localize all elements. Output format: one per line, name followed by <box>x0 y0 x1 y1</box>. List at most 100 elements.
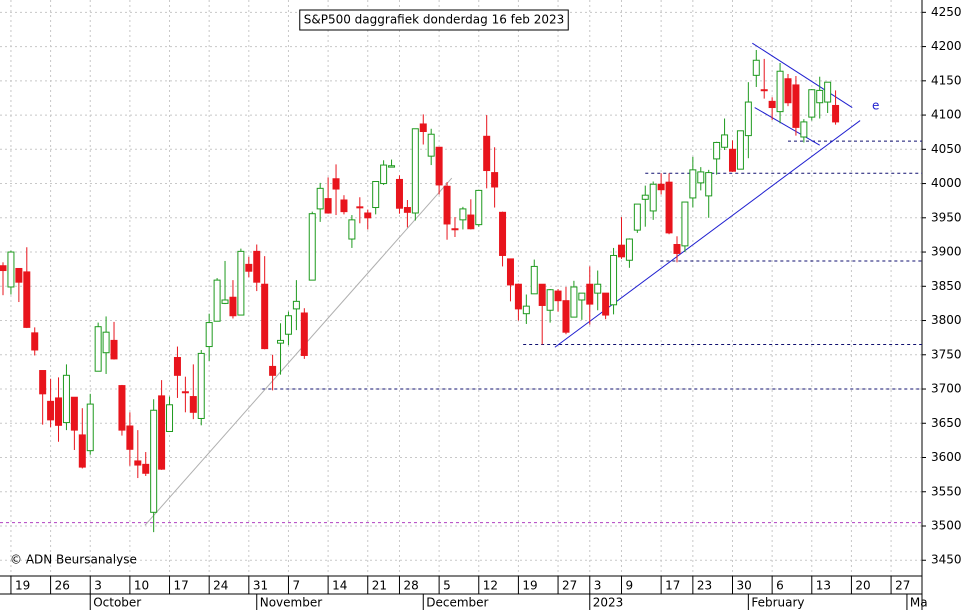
candle-body <box>578 292 586 301</box>
candle-body <box>625 238 633 261</box>
y-tick-label: 4050 <box>931 142 962 156</box>
candle-body <box>118 385 126 431</box>
candle-body <box>277 339 285 344</box>
candle-body <box>324 198 332 214</box>
candle-body <box>364 212 372 219</box>
candle-body <box>300 312 308 356</box>
candle-body <box>538 283 546 306</box>
candle-body <box>554 290 562 302</box>
candle-body <box>15 267 23 283</box>
candle-body <box>792 84 800 128</box>
month-label: December <box>426 596 488 610</box>
candle-body <box>610 254 618 306</box>
chart-title: S&P500 daggrafiek donderdag 16 feb 2023 <box>304 13 564 27</box>
x-tick-label: 13 <box>816 579 831 593</box>
candle-body <box>491 172 499 188</box>
candle-body <box>380 164 388 185</box>
candle-body <box>245 263 253 272</box>
title-box <box>299 9 569 31</box>
candle-body <box>681 201 689 247</box>
candle-body <box>713 141 721 160</box>
candle-body <box>594 283 602 294</box>
candle-body <box>213 279 221 322</box>
candle-body <box>784 78 792 104</box>
candle-body <box>649 183 657 212</box>
x-tick-label: 5 <box>443 579 451 593</box>
candle-body <box>197 352 205 419</box>
candle-body <box>617 244 625 258</box>
candle-body <box>816 89 824 104</box>
candle-body <box>62 374 70 424</box>
candle-body <box>308 213 316 281</box>
candle-body <box>237 250 245 316</box>
candle-body <box>459 208 467 221</box>
candle-body <box>403 207 411 213</box>
candle-body <box>158 395 166 470</box>
x-tick-label: 6 <box>776 579 784 593</box>
y-tick-label: 3700 <box>931 382 962 396</box>
month-label: October <box>93 596 141 610</box>
candle-body <box>102 331 110 354</box>
y-tick-label: 3850 <box>931 279 962 293</box>
candle-body <box>126 425 134 450</box>
candle-body <box>633 203 641 231</box>
candle-body <box>70 396 78 431</box>
candle-body <box>229 296 237 317</box>
y-tick-label: 3900 <box>931 245 962 259</box>
month-label: Ma <box>910 596 928 610</box>
y-tick-label: 4000 <box>931 176 962 190</box>
candle-body <box>427 133 435 157</box>
candle-body <box>451 228 459 231</box>
candle-body <box>602 292 610 316</box>
x-tick-label: 26 <box>55 579 70 593</box>
y-tick-label: 4200 <box>931 39 962 53</box>
candle-body <box>332 178 340 190</box>
candle-body <box>744 101 752 137</box>
x-tick-label: 23 <box>697 579 712 593</box>
x-tick-label: 24 <box>213 579 228 593</box>
x-tick-label: 21 <box>372 579 387 593</box>
candle-body <box>94 326 102 372</box>
candle-body <box>776 70 784 113</box>
candle-body <box>570 286 578 318</box>
candle-body <box>173 357 181 376</box>
month-label: February <box>751 596 804 610</box>
x-tick-label: 14 <box>332 579 347 593</box>
month-label: November <box>260 596 322 610</box>
candle-body <box>736 130 744 170</box>
trendline <box>754 107 820 146</box>
candle-body <box>411 128 419 214</box>
candle-body <box>673 244 681 254</box>
x-tick-label: 19 <box>522 579 537 593</box>
candle-body <box>435 146 443 186</box>
candle-body <box>499 211 507 256</box>
candle-body <box>824 81 832 103</box>
y-tick-label: 3950 <box>931 210 962 224</box>
candle-body <box>31 332 39 351</box>
candle-body <box>55 397 63 426</box>
candle-body <box>348 219 356 240</box>
y-tick-label: 3650 <box>931 416 962 430</box>
candle-body <box>0 265 7 272</box>
candle-body <box>142 463 150 474</box>
candle-body <box>506 258 514 286</box>
candle-body <box>395 178 403 209</box>
credit: © ADN Beursanalyse <box>10 553 137 567</box>
x-tick-label: 17 <box>174 579 189 593</box>
x-tick-label: 31 <box>253 579 268 593</box>
x-tick-label: 12 <box>483 579 498 593</box>
y-tick-label: 4100 <box>931 108 962 122</box>
candle-body <box>205 322 213 348</box>
y-tick-label: 3800 <box>931 313 962 327</box>
candle-body <box>39 370 47 395</box>
candle-body <box>586 283 594 305</box>
candle-body <box>530 265 538 295</box>
candle-body <box>832 104 840 123</box>
x-tick-label: 20 <box>855 579 870 593</box>
candle-body <box>372 180 380 209</box>
candle-body <box>340 199 348 213</box>
x-tick-label: 17 <box>665 579 680 593</box>
candle-body <box>86 403 94 452</box>
